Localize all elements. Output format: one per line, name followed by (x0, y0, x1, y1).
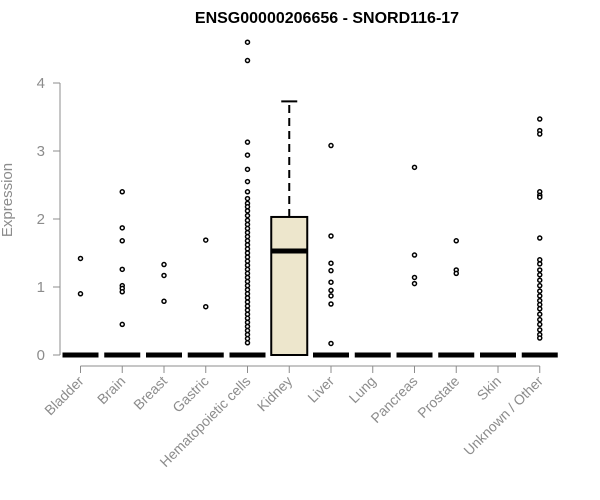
outlier-point (537, 316, 543, 323)
outlier-point (119, 289, 125, 295)
outlier-point (537, 311, 543, 317)
x-tick-label: Liver (304, 373, 337, 406)
outlier-point (328, 301, 334, 307)
outlier-point (537, 116, 543, 122)
outlier-point (537, 306, 543, 312)
outlier-point (537, 335, 543, 341)
box-5 (270, 100, 309, 356)
x-tick-label: Bladder (41, 373, 87, 419)
outlier-point (203, 237, 209, 243)
x-tick-label: Unknown / Other (460, 373, 546, 459)
outlier-point (244, 57, 251, 64)
y-tick-label: 1 (37, 279, 45, 296)
outlier-point (537, 272, 543, 278)
outlier-point (244, 195, 251, 202)
x-tick-label: Kidney (254, 373, 296, 415)
outlier-point (161, 261, 167, 268)
outlier-point (244, 340, 251, 346)
outlier-point (328, 340, 334, 347)
outlier-point (537, 277, 543, 283)
outlier-point (328, 233, 334, 239)
outlier-point (537, 327, 543, 333)
y-tick-label: 4 (37, 75, 45, 92)
outlier-point (119, 189, 125, 195)
outlier-point (328, 267, 334, 274)
outlier-point (411, 280, 418, 287)
outlier-point (161, 298, 167, 305)
y-tick-label: 0 (37, 347, 45, 364)
y-tick-label: 2 (37, 211, 45, 228)
box-1 (104, 189, 141, 358)
outlier-point (328, 293, 334, 299)
outlier-point (328, 279, 334, 285)
x-tick-label: Brain (94, 373, 128, 407)
outlier-point (77, 255, 84, 262)
box-6 (313, 142, 349, 358)
outlier-point (244, 166, 251, 173)
outlier-point (119, 321, 125, 328)
outlier-point (537, 194, 543, 200)
outlier-point (453, 238, 459, 244)
x-tick-label: Lung (346, 373, 379, 406)
box-9 (438, 238, 475, 358)
outlier-point (244, 189, 251, 195)
outlier-point (244, 152, 251, 158)
outlier-point (119, 266, 125, 273)
box-iqr (270, 215, 309, 356)
outlier-point (119, 225, 125, 231)
outlier-point (244, 139, 251, 145)
outlier-point (537, 288, 543, 294)
outlier-point (411, 274, 418, 281)
outlier-point (119, 238, 125, 244)
chart-title: ENSG00000206656 - SNORD116-17 (195, 10, 459, 27)
outlier-point (537, 282, 543, 289)
outlier-point (244, 178, 251, 185)
outlier-point (161, 272, 167, 279)
outlier-point (244, 39, 251, 45)
x-tick-label: Prostate (414, 373, 462, 421)
box-11 (521, 116, 558, 358)
outlier-point (537, 131, 543, 137)
x-tick-label: Breast (130, 373, 170, 413)
plot-area (62, 39, 558, 358)
outlier-point (411, 164, 418, 171)
box-3 (187, 237, 224, 358)
box-2 (146, 261, 182, 358)
y-axis: 0 1 2 3 4 (37, 75, 61, 364)
box-4 (229, 39, 266, 358)
outlier-point (411, 252, 418, 258)
y-tick-label: 3 (37, 143, 45, 160)
outlier-point (244, 208, 251, 214)
outlier-point (328, 260, 334, 266)
outlier-point (328, 142, 334, 149)
box-8 (396, 164, 433, 358)
outlier-point (537, 321, 543, 328)
outlier-point (203, 303, 209, 310)
y-axis-label: Expression (0, 163, 16, 237)
x-tick-label: Skin (474, 373, 505, 404)
outlier-point (537, 293, 543, 299)
outlier-point (453, 270, 459, 277)
outlier-point (244, 212, 251, 219)
outlier-point (537, 267, 543, 273)
outlier-point (77, 291, 84, 297)
box-0 (62, 255, 99, 358)
outlier-point (537, 261, 543, 267)
outlier-point (537, 235, 543, 241)
outlier-point (328, 287, 334, 294)
